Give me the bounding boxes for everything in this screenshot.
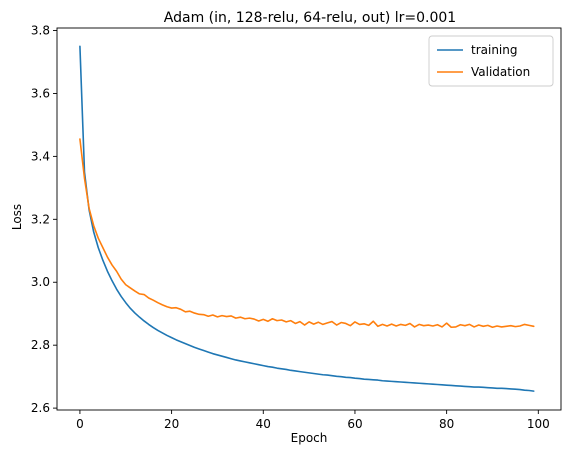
y-tick-label: 2.8 [31,338,50,352]
axes: 0 20 40 60 80 100 2.6 2.8 3.0 3.2 3.4 3.6 3.8 [31,24,562,431]
x-tick-label: 80 [439,417,454,431]
x-tick-label: 100 [527,417,550,431]
x-tick-label: 60 [347,417,362,431]
y-tick-label: 3.4 [31,149,50,163]
plot-area [79,45,535,392]
x-tick-label: 0 [76,417,84,431]
legend-label-training: training [471,43,518,57]
y-tick-label: 3.2 [31,212,50,226]
y-tick-label: 3.0 [31,275,50,289]
chart-title: Adam (in, 128-relu, 64-relu, out) lr=0.0… [164,10,456,26]
series-line-validation [79,138,535,329]
y-tick-label: 3.8 [31,24,50,38]
y-tick-label: 3.6 [31,86,50,100]
legend-box [428,35,554,87]
x-tick-label: 20 [164,417,179,431]
legend-label-validation: Validation [471,65,530,79]
x-axis-label: Epoch [291,431,328,445]
series-line-training [79,45,535,392]
legend: training Validation [428,35,554,87]
y-axis-label: Loss [10,204,24,230]
x-tick-label: 40 [256,417,271,431]
y-tick-label: 2.6 [31,401,50,415]
